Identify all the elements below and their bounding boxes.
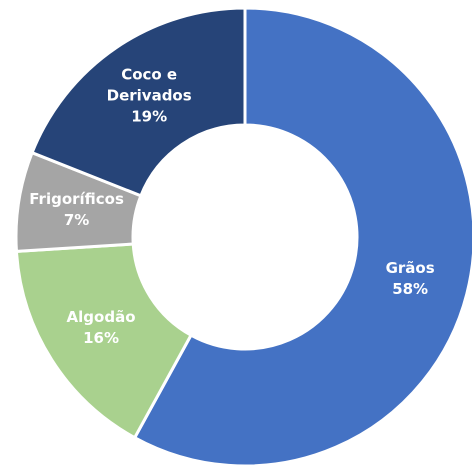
donut-slice [132, 6, 472, 468]
slice-label: Frigoríficos 7% [22, 189, 132, 231]
slice-label: Coco e Derivados 19% [103, 64, 195, 127]
value-label: 16% [83, 329, 119, 348]
category-label: Frigoríficos [29, 190, 124, 209]
slice-label: Grãos 58% [355, 258, 465, 300]
donut-slice [30, 6, 247, 198]
category-label: Coco e Derivados [106, 65, 192, 105]
category-label: Grãos [385, 259, 435, 278]
category-label: Algodão [66, 308, 136, 327]
value-label: 7% [63, 211, 90, 230]
value-label: 19% [131, 107, 168, 126]
slice-label: Algodão 16% [46, 307, 156, 349]
donut-slice [14, 242, 194, 440]
value-label: 58% [392, 280, 429, 299]
